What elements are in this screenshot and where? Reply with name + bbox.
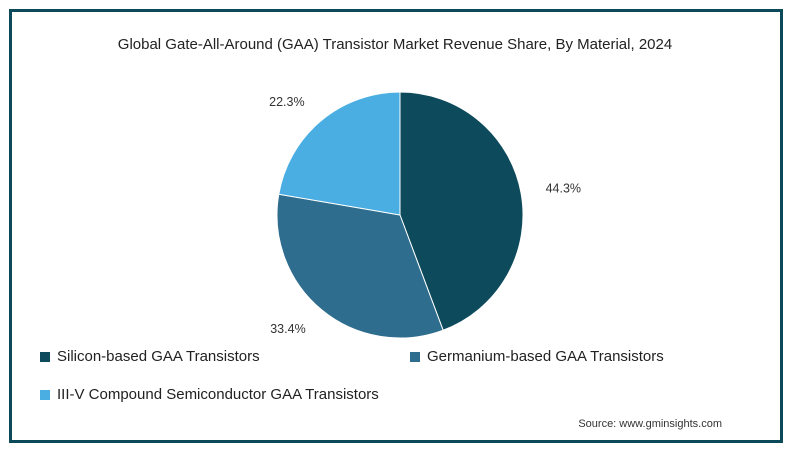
legend-item-silicon: Silicon-based GAA Transistors xyxy=(40,348,260,365)
legend-item-germanium: Germanium-based GAA Transistors xyxy=(410,348,664,365)
legend-swatch-germanium xyxy=(410,351,420,362)
legend-label-germanium: Germanium-based GAA Transistors xyxy=(427,348,664,365)
legend-swatch-iii-v xyxy=(40,389,50,400)
source-note: Source: www.gminsights.com xyxy=(578,418,722,430)
legend-label-iii-v: III-V Compound Semiconductor GAA Transis… xyxy=(57,386,379,403)
pie-label-iii-v: 22.3% xyxy=(269,95,304,109)
legend-swatch-silicon xyxy=(40,351,50,362)
pie-slice-silicon xyxy=(399,91,524,331)
pie-label-germanium: 33.4% xyxy=(270,322,305,336)
pie-label-silicon: 44.3% xyxy=(546,182,581,196)
pie-slice-iii-v xyxy=(278,91,401,216)
legend-label-silicon: Silicon-based GAA Transistors xyxy=(57,348,260,365)
chart-title: Global Gate-All-Around (GAA) Transistor … xyxy=(117,36,673,53)
pie-slice-germanium xyxy=(276,193,444,339)
legend-item-iii-v: III-V Compound Semiconductor GAA Transis… xyxy=(40,386,379,403)
